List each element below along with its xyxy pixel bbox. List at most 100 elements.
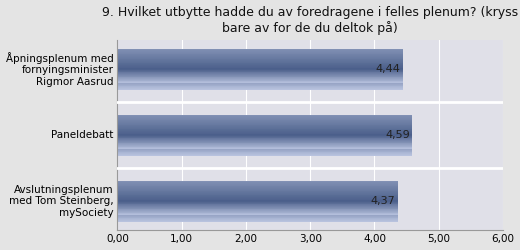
Bar xyxy=(118,142,412,143)
Bar xyxy=(118,61,402,62)
Bar xyxy=(118,134,412,135)
Bar xyxy=(118,154,412,155)
Bar xyxy=(118,181,398,182)
Bar xyxy=(118,76,402,77)
Bar xyxy=(118,184,398,185)
Bar xyxy=(118,69,402,70)
Bar xyxy=(118,153,412,154)
Bar xyxy=(118,148,412,149)
Bar xyxy=(118,149,412,150)
Bar xyxy=(118,124,412,125)
Bar xyxy=(118,125,412,126)
Bar xyxy=(118,191,398,192)
Bar xyxy=(118,205,398,206)
Bar xyxy=(118,132,412,133)
Bar xyxy=(118,214,398,215)
Bar xyxy=(118,115,412,116)
Bar xyxy=(118,131,412,132)
Bar xyxy=(118,121,412,122)
Bar xyxy=(118,198,398,199)
Bar xyxy=(118,71,402,72)
Bar xyxy=(118,185,398,186)
Bar xyxy=(118,182,398,183)
Bar xyxy=(118,119,412,120)
Text: 4,37: 4,37 xyxy=(371,196,396,206)
Bar xyxy=(118,88,402,89)
Bar xyxy=(118,86,402,87)
Bar xyxy=(118,221,398,222)
Bar xyxy=(118,64,402,65)
Bar xyxy=(118,135,412,136)
Bar xyxy=(118,68,402,69)
Bar xyxy=(118,215,398,216)
Bar xyxy=(118,144,412,145)
Bar xyxy=(118,72,402,73)
Text: 4,44: 4,44 xyxy=(375,64,400,74)
Bar xyxy=(118,211,398,212)
Bar xyxy=(118,117,412,118)
Text: 4,59: 4,59 xyxy=(385,130,410,140)
Bar xyxy=(118,55,402,56)
Bar xyxy=(118,116,412,117)
Bar xyxy=(118,79,402,80)
Bar xyxy=(118,209,398,210)
Bar xyxy=(118,190,398,191)
Bar xyxy=(118,60,402,61)
Bar xyxy=(118,133,412,134)
Bar xyxy=(118,194,398,196)
Bar xyxy=(118,77,402,78)
Bar xyxy=(118,137,412,138)
Bar xyxy=(118,53,402,54)
Bar xyxy=(118,78,402,79)
Bar xyxy=(118,202,398,203)
Bar xyxy=(118,196,398,197)
Bar xyxy=(118,82,402,83)
Bar xyxy=(118,85,402,86)
Bar xyxy=(118,50,402,51)
Bar xyxy=(118,62,402,64)
Bar xyxy=(118,70,402,71)
Bar xyxy=(118,126,412,127)
Bar xyxy=(118,123,412,124)
Bar xyxy=(118,80,402,82)
Bar xyxy=(118,208,398,209)
Bar xyxy=(118,143,412,144)
Bar xyxy=(118,83,402,84)
Bar xyxy=(118,210,398,211)
Bar xyxy=(118,200,398,201)
Bar xyxy=(118,128,412,130)
Bar xyxy=(118,141,412,142)
Bar xyxy=(118,65,402,66)
Bar xyxy=(118,84,402,85)
Bar xyxy=(118,146,412,148)
Bar xyxy=(118,197,398,198)
Bar xyxy=(118,213,398,214)
Bar xyxy=(118,212,398,213)
Bar xyxy=(118,57,402,58)
Bar xyxy=(118,199,398,200)
Bar xyxy=(118,138,412,139)
Bar xyxy=(118,183,398,184)
Bar xyxy=(118,140,412,141)
Bar xyxy=(118,152,412,153)
Bar xyxy=(118,54,402,55)
Bar xyxy=(118,122,412,123)
Bar xyxy=(118,217,398,218)
Bar xyxy=(118,59,402,60)
Bar xyxy=(118,73,402,74)
Bar xyxy=(118,127,412,128)
Bar xyxy=(118,204,398,205)
Bar xyxy=(118,218,398,219)
Bar xyxy=(118,216,398,217)
Bar xyxy=(118,130,412,131)
Bar xyxy=(118,188,398,189)
Bar xyxy=(118,186,398,187)
Title: 9. Hvilket utbytte hadde du av foredragene i felles plenum? (kryss
bare av for d: 9. Hvilket utbytte hadde du av foredrage… xyxy=(102,6,518,35)
Bar xyxy=(118,52,402,53)
Bar xyxy=(118,58,402,59)
Bar xyxy=(118,150,412,151)
Bar xyxy=(118,139,412,140)
Bar xyxy=(118,74,402,75)
Bar xyxy=(118,87,402,88)
Bar xyxy=(118,136,412,137)
